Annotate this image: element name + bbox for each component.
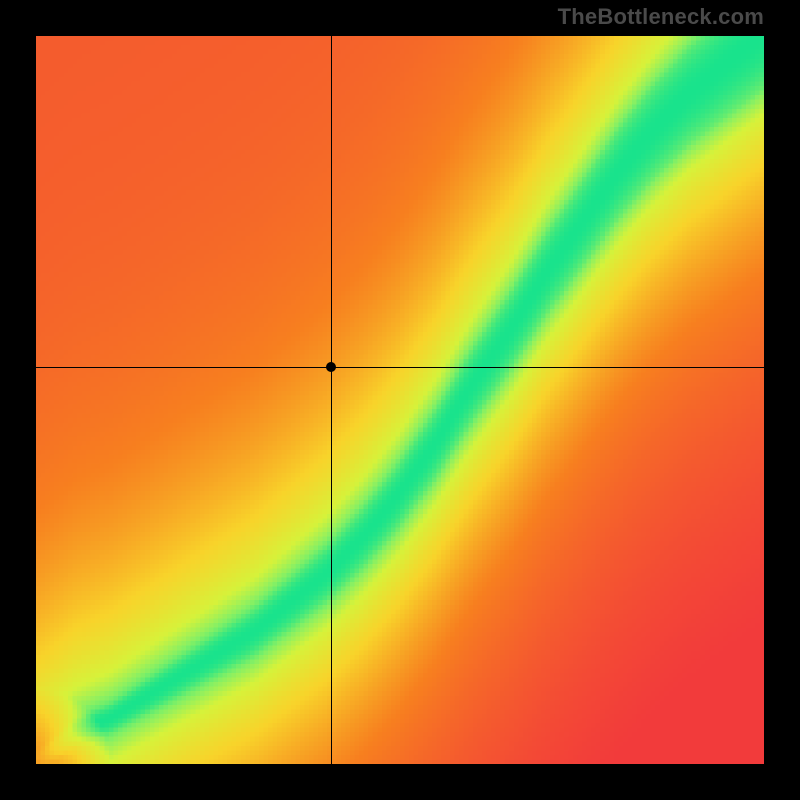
- attribution-text: TheBottleneck.com: [558, 4, 764, 30]
- heatmap-canvas: [36, 36, 764, 764]
- chart-frame: TheBottleneck.com: [0, 0, 800, 800]
- crosshair-horizontal: [36, 367, 764, 368]
- crosshair-vertical: [331, 36, 332, 764]
- crosshair-marker: [326, 362, 336, 372]
